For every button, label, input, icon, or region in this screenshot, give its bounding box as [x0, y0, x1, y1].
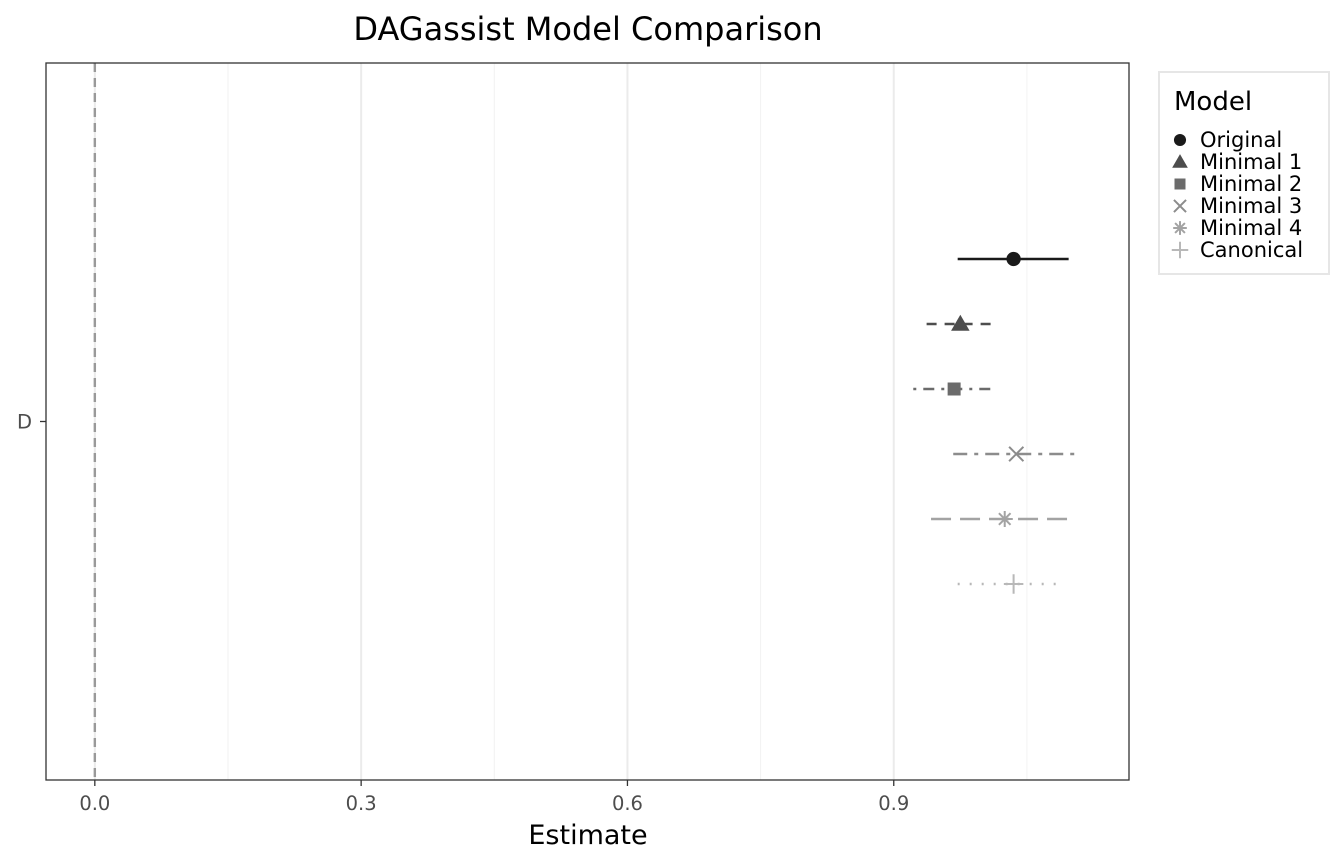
legend-key — [1172, 154, 1188, 168]
point-estimate — [996, 510, 1013, 528]
legend-key — [1174, 178, 1186, 190]
point-estimate — [1008, 446, 1025, 462]
legend-key — [1173, 199, 1187, 213]
y-axis: D — [17, 411, 46, 434]
legend-title: Model — [1174, 87, 1252, 117]
x-tick-label: 0.9 — [878, 792, 909, 815]
legend-label: Minimal 3 — [1200, 194, 1302, 218]
legend-label: Minimal 4 — [1200, 216, 1302, 240]
legend-label: Original — [1200, 128, 1282, 152]
point-estimate — [947, 382, 961, 396]
x-tick-label: 0.0 — [79, 792, 110, 815]
legend-box — [1158, 71, 1330, 275]
data-marks — [913, 251, 1081, 594]
point-estimate — [1006, 251, 1021, 267]
x-axis-title: Estimate — [528, 820, 647, 851]
legend-label: Minimal 1 — [1200, 150, 1302, 174]
chart-title: DAGassist Model Comparison — [353, 10, 822, 48]
legend-label: Minimal 2 — [1200, 172, 1302, 196]
point-estimate — [1003, 574, 1024, 594]
y-tick-label: D — [17, 411, 32, 434]
x-axis: 0.0 0.3 0.6 0.9 — [79, 780, 909, 815]
legend-key — [1173, 133, 1187, 147]
gridlines — [93, 63, 1028, 780]
plot-panel — [46, 63, 1129, 780]
legend-key — [1173, 221, 1187, 235]
point-estimate — [951, 314, 970, 331]
legend-label: Canonical — [1200, 238, 1303, 262]
x-tick-label: 0.3 — [346, 792, 377, 815]
x-tick-label: 0.6 — [612, 792, 643, 815]
legend-key — [1171, 241, 1189, 259]
